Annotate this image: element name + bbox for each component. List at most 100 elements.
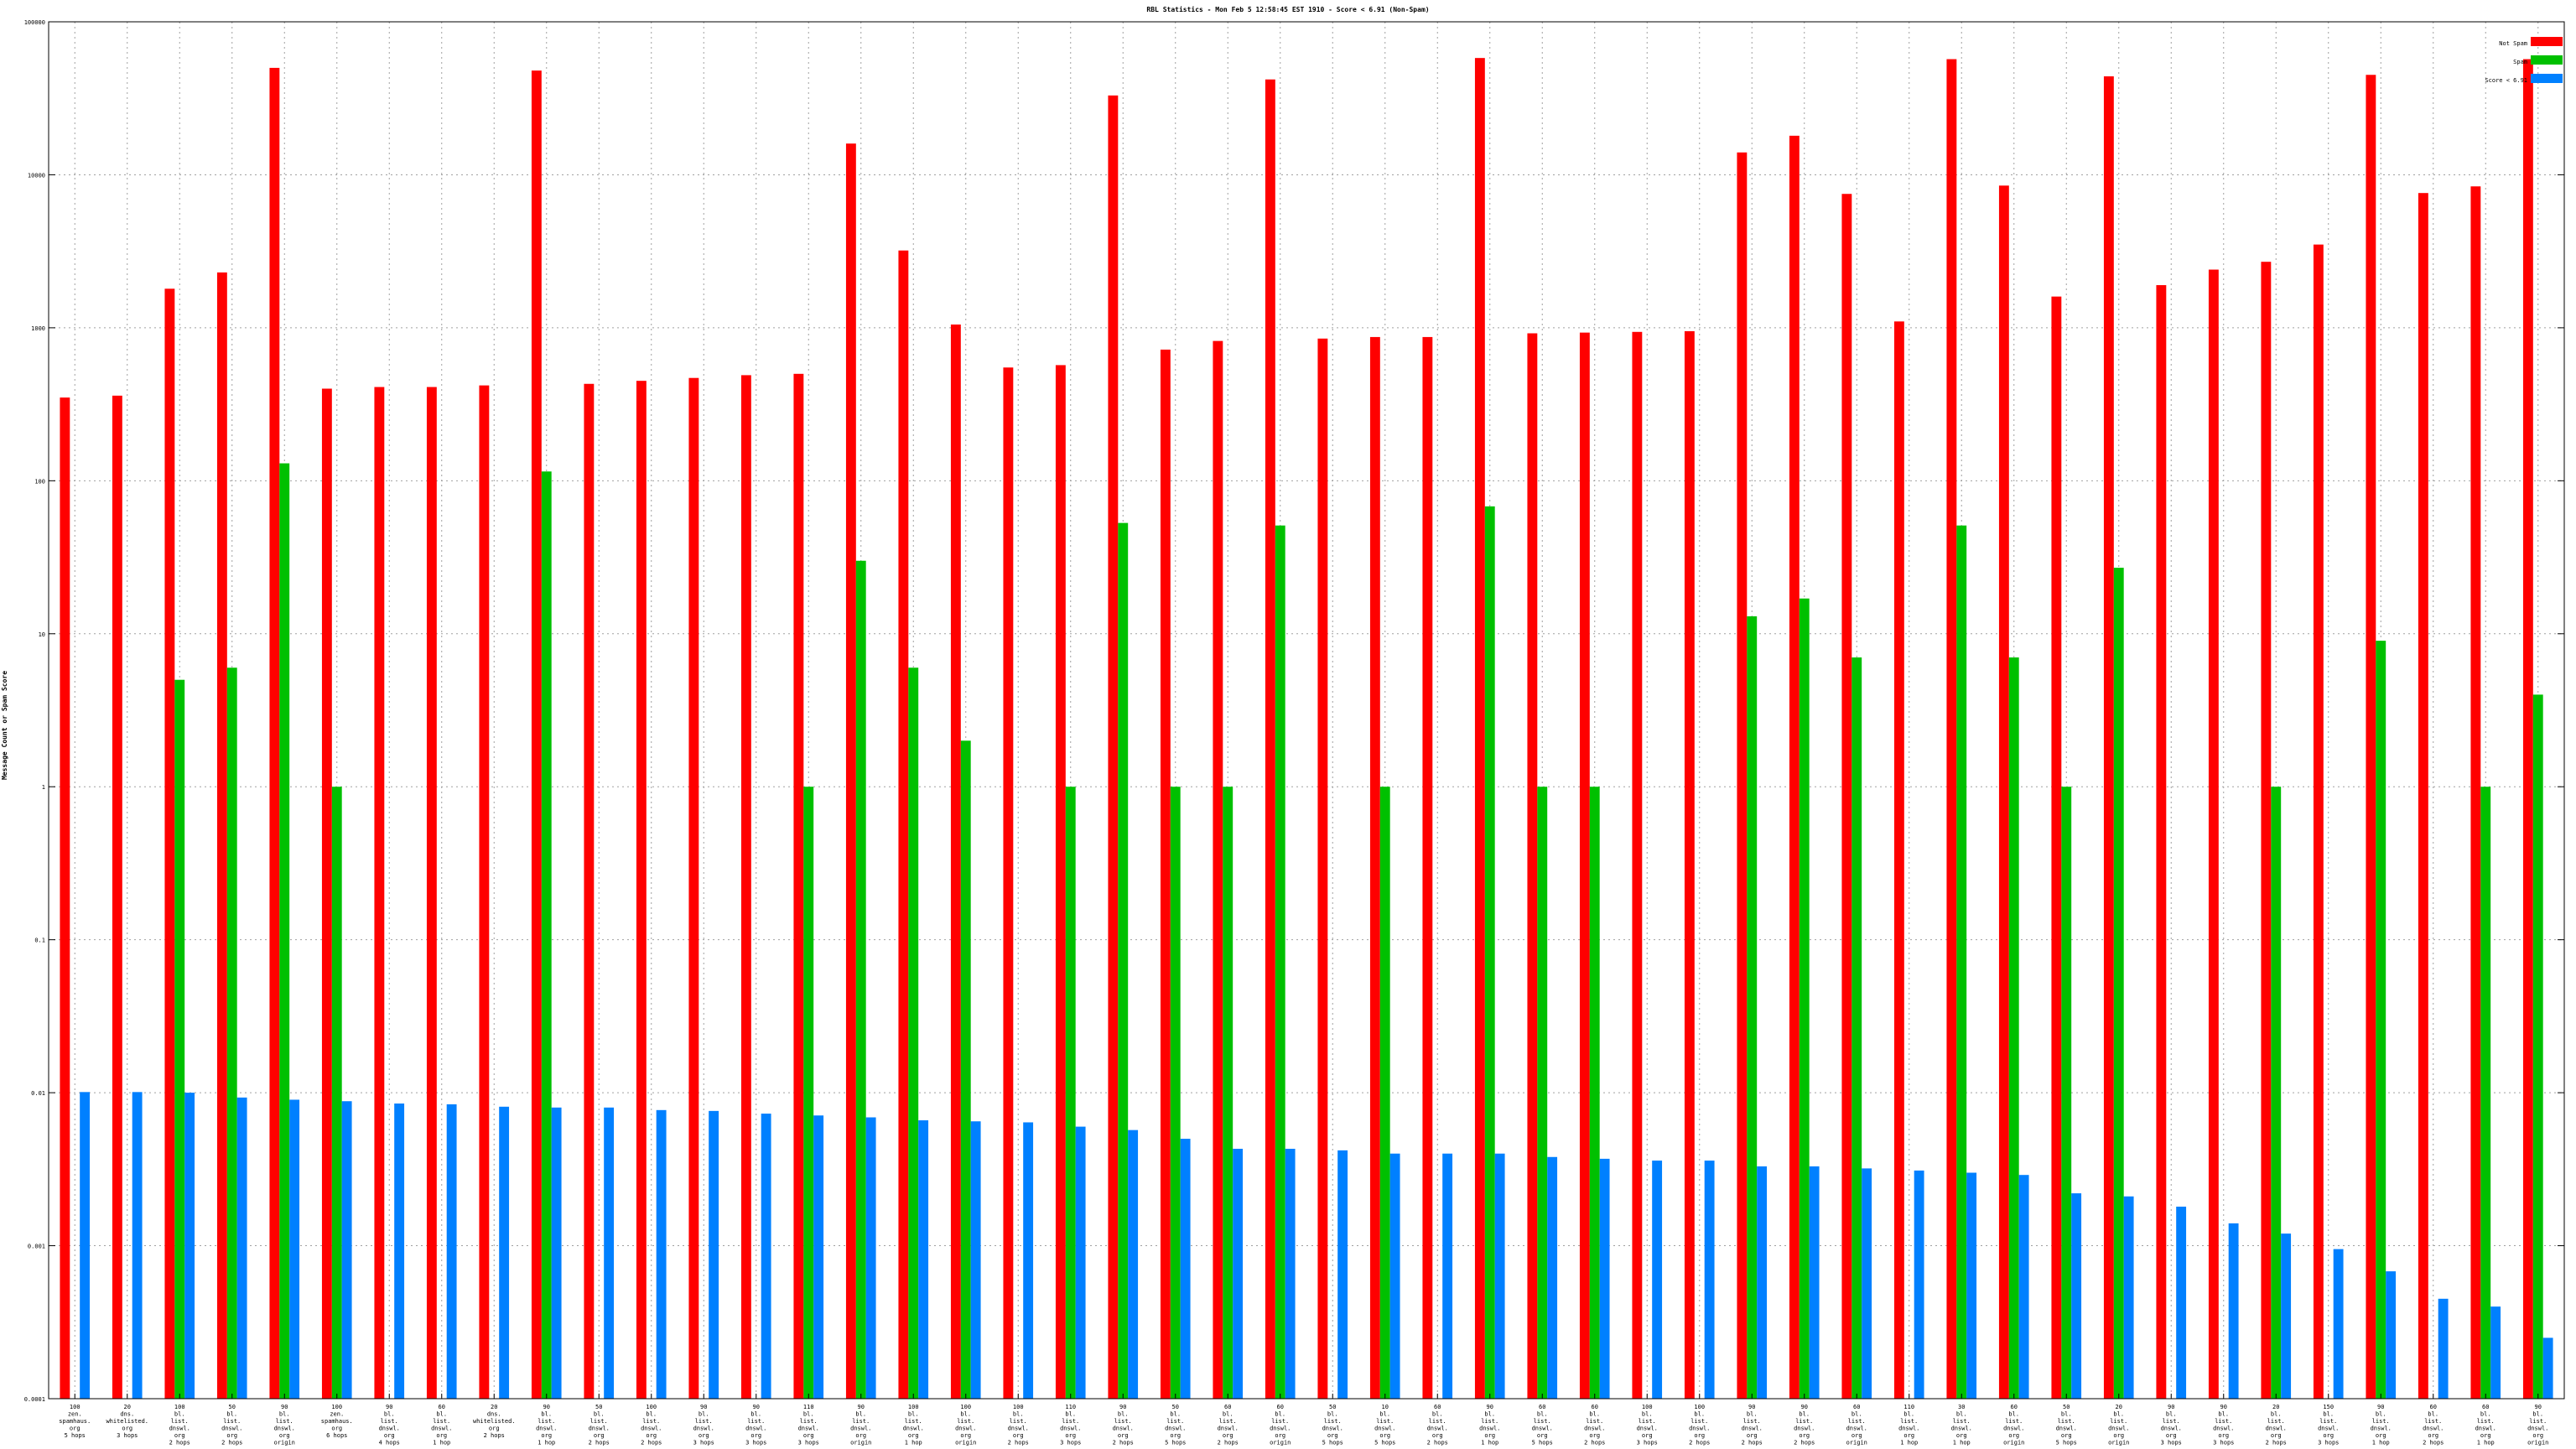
x-tick-label-line: dnswl. (2371, 1426, 2392, 1432)
axes (48, 21, 2565, 1400)
x-tick-label-line: 3 hops (745, 1440, 766, 1446)
x-tick-label-line: 20 (124, 1404, 131, 1410)
x-tick-label-line: bl. (1589, 1411, 1600, 1418)
x-tick-label-line: org (384, 1432, 395, 1439)
x-tick-label-line: 20 (2116, 1404, 2122, 1410)
x-tick-label: 100 bl. list. dnswl. org 3 hops (1637, 1404, 1658, 1446)
bars (60, 58, 2553, 1400)
x-tick-label-line: origin (274, 1440, 295, 1446)
x-tick-label-line: bl. (1170, 1411, 1181, 1418)
bar-not-spam (898, 250, 909, 1400)
x-tick-label-line: org (1589, 1432, 1600, 1439)
legend-label: Not Spam (2499, 40, 2527, 47)
x-tick-label-line: list. (2163, 1418, 2180, 1425)
x-tick-label-line: list. (1639, 1418, 1656, 1425)
x-tick-label-line: org (1642, 1432, 1653, 1439)
x-tick-label-line: 30 (1958, 1404, 1965, 1410)
bar-not-spam (2051, 296, 2062, 1400)
bar-score-6-91 (1809, 1166, 1820, 1399)
bar-not-spam (1055, 365, 1066, 1399)
x-tick-label-line: org (1537, 1432, 1548, 1439)
x-tick-label-line: bl. (1013, 1411, 1024, 1418)
x-tick-label-line: origin (2003, 1440, 2024, 1446)
x-tick-label-line: org (855, 1432, 866, 1439)
x-tick-label-line: list. (1690, 1418, 1708, 1425)
x-tick-label-line: 60 (2011, 1404, 2018, 1410)
x-tick-label-line: 50 (595, 1404, 602, 1410)
x-tick-label-line: 100 (908, 1404, 919, 1410)
x-tick-label-line: org (226, 1432, 237, 1439)
x-tick-label: 30 bl. list. dnswl. org 1 hop (1951, 1404, 1972, 1446)
legend-swatch (2531, 55, 2563, 65)
bar-spam (1799, 598, 1810, 1399)
x-tick-label-line: dnswl. (955, 1426, 976, 1432)
bar-spam (1537, 787, 1548, 1399)
x-tick-label-line: origin (1270, 1440, 1291, 1446)
x-tick-label-line: list. (223, 1418, 241, 1425)
x-tick-label-line: org (2113, 1432, 2124, 1439)
bar-spam (2008, 657, 2019, 1399)
x-tick-label-line: 60 (1434, 1404, 1441, 1410)
x-tick-label: 100 bl. list. dnswl. org 2 hops (641, 1404, 662, 1446)
bar-not-spam (1737, 152, 1748, 1400)
x-tick-label-line: 90 (2168, 1404, 2174, 1410)
bar-score-6-91 (2281, 1233, 2292, 1399)
x-tick-label-line: list. (1586, 1418, 1603, 1425)
x-tick-label: 110 bl. list. dnswl. org 1 hop (1898, 1404, 1919, 1446)
x-tick-label-line: list. (852, 1418, 870, 1425)
bar-score-6-91 (2123, 1196, 2134, 1399)
x-tick-label: 90 bl. list. dnswl. org 1 hop (536, 1404, 557, 1446)
bar-not-spam (2261, 262, 2272, 1399)
bar-not-spam (426, 387, 437, 1400)
x-tick-label-line: dnswl. (850, 1426, 871, 1432)
bar-score-6-91 (1233, 1148, 1244, 1399)
bar-spam (1589, 787, 1600, 1399)
x-tick-label-line: 2 hops (589, 1440, 610, 1446)
x-tick-label-line: org (1327, 1432, 1338, 1439)
x-tick-label: 90 bl. list. dnswl. org origin (274, 1404, 295, 1446)
x-tick-label-line: list. (1010, 1418, 1027, 1425)
legend-swatch (2531, 37, 2563, 46)
bar-spam (1747, 615, 1758, 1399)
x-tick-label-line: bl. (1065, 1411, 1076, 1418)
x-tick-label-line: dnswl. (1165, 1426, 1186, 1432)
bar-score-6-91 (132, 1092, 143, 1399)
y-tick-label: 100 (34, 478, 45, 485)
x-tick-label-line: list. (642, 1418, 660, 1425)
x-tick-label: 90 bl. list. dnswl. org 2 hops (1113, 1404, 1134, 1446)
bar-spam (2532, 694, 2543, 1399)
x-tick-label-line: 2 hops (1113, 1440, 1134, 1446)
x-tick-label: 90 bl. list. dnswl. org 3 hops (2213, 1404, 2234, 1446)
x-tick-label-line: dnswl. (1898, 1426, 1919, 1432)
x-tick-label: 60 bl. list. dnswl. org origin (1270, 1404, 1291, 1446)
bar-not-spam (1474, 58, 1485, 1399)
x-tick-label-line: dns. (120, 1411, 134, 1418)
x-tick-label-line: org (122, 1426, 132, 1432)
bar-spam (2113, 568, 2124, 1399)
x-tick-label-line: list. (381, 1418, 398, 1425)
x-tick-label-line: bl. (174, 1411, 185, 1418)
x-tick-label-line: origin (2527, 1440, 2548, 1446)
x-tick-label-line: 90 (386, 1404, 392, 1410)
x-tick-label-line: 6 hops (326, 1432, 347, 1439)
x-tick-label-line: list. (2005, 1418, 2023, 1425)
bar-not-spam (2313, 244, 2324, 1399)
x-tick-label-line: 2 hops (1008, 1440, 1029, 1446)
x-tick-label-line: org (1484, 1432, 1495, 1439)
x-tick-label-line: 60 (1277, 1404, 1284, 1410)
bar-score-6-91 (1966, 1172, 1977, 1399)
bar-score-6-91 (761, 1114, 771, 1399)
x-tick-label-line: 90 (700, 1404, 707, 1410)
bar-score-6-91 (80, 1092, 91, 1399)
x-tick-label-line: dnswl. (1584, 1426, 1605, 1432)
x-tick-label-line: list. (2529, 1418, 2547, 1425)
x-tick-label-line: dnswl. (1742, 1426, 1763, 1432)
bar-not-spam (374, 387, 385, 1400)
x-tick-label: 90 bl. list. dnswl. org 2 hops (1742, 1404, 1763, 1446)
x-tick-label-line: org (1013, 1432, 1024, 1439)
bar-not-spam (531, 70, 542, 1399)
x-tick-label-line: zen. (68, 1411, 82, 1418)
x-tick-label-line: 5 hops (1165, 1440, 1186, 1446)
x-tick-label-line: dnswl. (2423, 1426, 2444, 1432)
bar-spam (541, 471, 552, 1400)
